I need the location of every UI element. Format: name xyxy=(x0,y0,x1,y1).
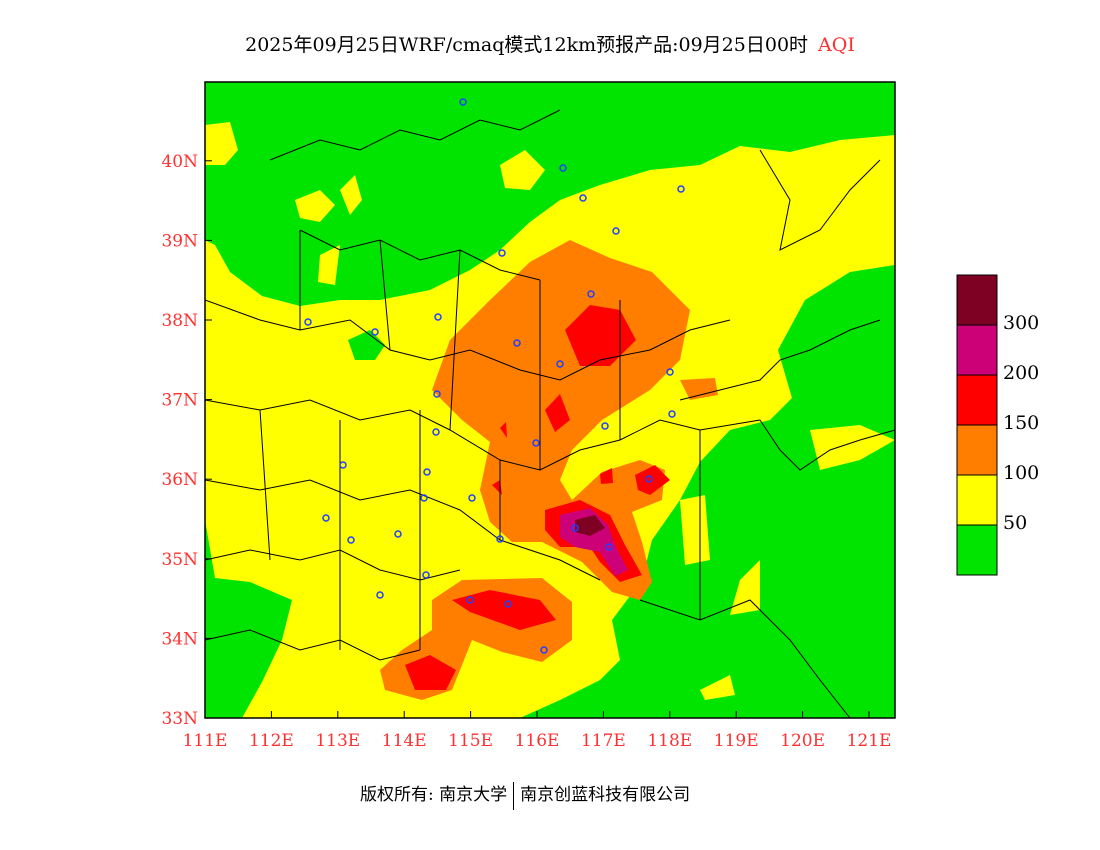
colorbar-label: 300 xyxy=(1003,312,1040,334)
city-marker-icon xyxy=(601,422,609,430)
lat-tick-label: 40N xyxy=(161,152,198,172)
city-marker-icon xyxy=(571,524,579,532)
city-marker-icon xyxy=(532,439,540,447)
lon-tick-label: 114E xyxy=(382,731,427,751)
lat-tick-label: 33N xyxy=(161,709,198,729)
aqi-zone-maroon xyxy=(575,515,605,536)
colorbar-label: 50 xyxy=(1003,512,1028,534)
colorbar-swatch xyxy=(956,324,998,376)
city-marker-icon xyxy=(339,461,347,469)
city-marker-icon xyxy=(496,535,504,543)
city-marker-icon xyxy=(433,390,441,398)
lon-tick-label: 112E xyxy=(249,731,294,751)
lon-tick-label: 118E xyxy=(647,731,692,751)
lon-tick-label: 113E xyxy=(315,731,360,751)
lon-tick-label: 116E xyxy=(515,731,560,751)
city-marker-icon xyxy=(422,571,430,579)
map-title: 2025年09月25日WRF/cmaq模式12km预报产品:09月25日00时 A… xyxy=(0,30,1100,57)
lon-tick-label: 120E xyxy=(780,731,825,751)
lat-tick-label: 34N xyxy=(161,629,198,649)
lat-tick-label: 36N xyxy=(161,470,198,490)
latitude-axis: 33N 34N 35N 36N 37N 38N 39N 40N xyxy=(161,152,212,729)
copyright-footer: 版权所有: 南京大学 南京创蓝科技有限公司 xyxy=(360,780,690,810)
city-marker-icon xyxy=(677,185,685,193)
city-marker-icon xyxy=(666,368,674,376)
city-marker-icon xyxy=(466,596,474,604)
city-marker-icon xyxy=(423,468,431,476)
boundary-lines xyxy=(205,109,895,718)
colorbar-swatch xyxy=(956,374,998,426)
aqi-zone-green-north xyxy=(205,82,895,306)
city-marker-icon xyxy=(394,530,402,538)
city-marker-icon xyxy=(459,98,467,106)
colorbar-swatch xyxy=(956,274,998,326)
city-marker-icon xyxy=(376,591,384,599)
city-marker-icon xyxy=(322,514,330,522)
city-markers xyxy=(304,98,685,654)
city-marker-icon xyxy=(612,227,620,235)
city-marker-icon xyxy=(504,600,512,608)
lon-tick-label: 119E xyxy=(714,731,759,751)
footer-divider xyxy=(513,781,515,810)
aqi-zone-green-taihang xyxy=(348,330,385,360)
colorbar-swatch xyxy=(956,474,998,526)
lon-tick-label: 111E xyxy=(183,731,228,751)
city-marker-icon xyxy=(605,543,613,551)
city-marker-icon xyxy=(304,318,312,326)
lon-tick-label: 121E xyxy=(847,731,892,751)
longitude-axis: 111E 112E 113E 114E 115E 116E 117E 118E 119E 120E… xyxy=(183,711,892,751)
colorbar-label: 200 xyxy=(1003,362,1040,384)
city-marker-icon xyxy=(645,475,653,483)
city-marker-icon xyxy=(540,646,548,654)
colorbar-swatch xyxy=(956,524,998,576)
city-marker-icon xyxy=(587,290,595,298)
lat-tick-label: 39N xyxy=(161,231,198,251)
copyright-owner: 版权所有: 南京大学 xyxy=(360,785,508,805)
lat-tick-label: 35N xyxy=(161,550,198,570)
aqi-colorbar xyxy=(956,274,998,576)
city-marker-icon xyxy=(556,360,564,368)
city-marker-icon xyxy=(420,494,428,502)
lat-tick-label: 38N xyxy=(161,311,198,331)
colorbar-label: 150 xyxy=(1003,412,1040,434)
city-marker-icon xyxy=(579,194,587,202)
city-marker-icon xyxy=(513,339,521,347)
lat-tick-label: 37N xyxy=(161,391,198,411)
city-marker-icon xyxy=(468,494,476,502)
city-marker-icon xyxy=(432,428,440,436)
aqi-zone-green-east xyxy=(520,265,895,718)
city-marker-icon xyxy=(498,249,506,257)
title-text: 2025年09月25日WRF/cmaq模式12km预报产品:09月25日00时 xyxy=(245,34,809,56)
copyright-company: 南京创蓝科技有限公司 xyxy=(520,785,691,805)
colorbar-label: 100 xyxy=(1003,462,1040,484)
city-marker-icon xyxy=(347,536,355,544)
city-marker-icon xyxy=(668,410,676,418)
aqi-zone-green-southwest xyxy=(205,520,292,718)
lon-tick-label: 117E xyxy=(581,731,626,751)
title-variable: AQI xyxy=(818,34,855,56)
city-marker-icon xyxy=(371,328,379,336)
lon-tick-label: 115E xyxy=(448,731,493,751)
colorbar-swatch xyxy=(956,424,998,476)
city-marker-icon xyxy=(559,164,567,172)
city-marker-icon xyxy=(434,313,442,321)
